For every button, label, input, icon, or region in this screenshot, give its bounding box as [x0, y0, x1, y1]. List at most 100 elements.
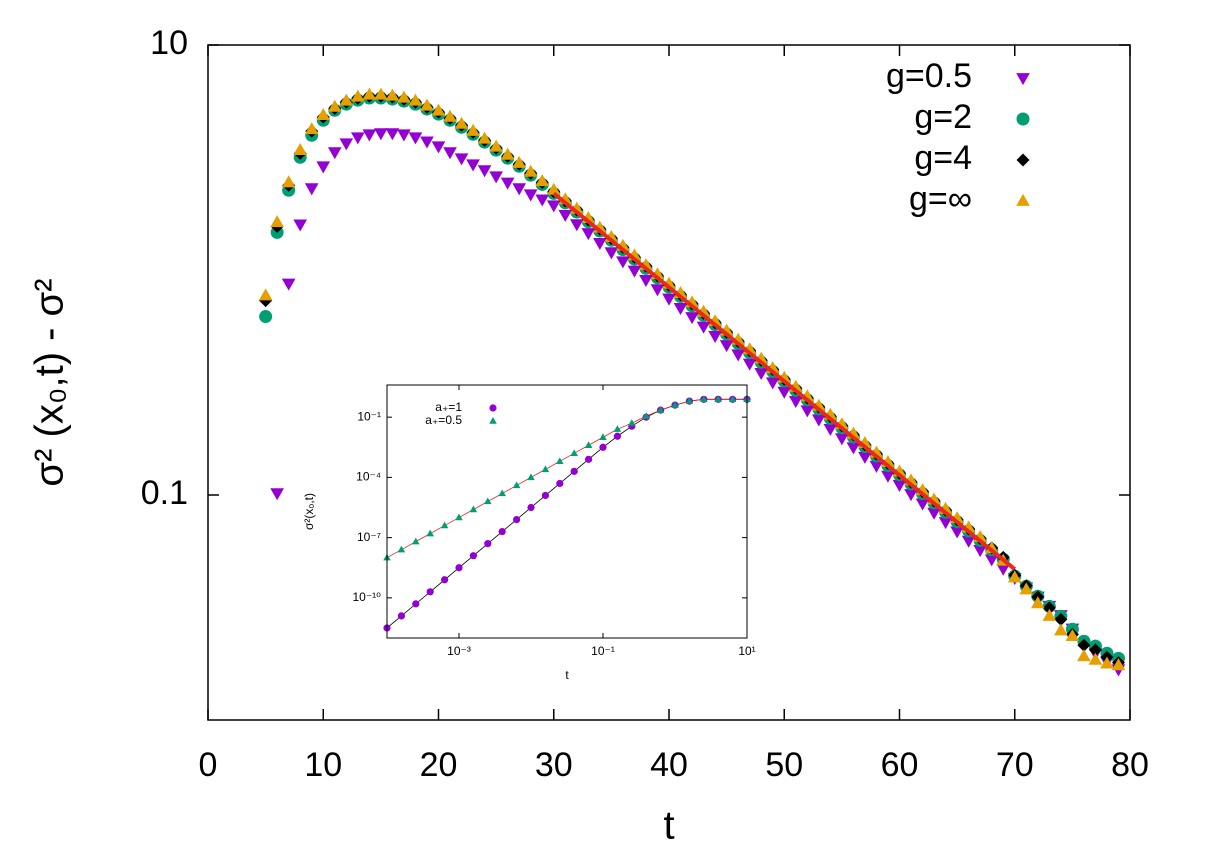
marker	[570, 467, 578, 475]
marker	[673, 302, 688, 315]
marker	[700, 395, 708, 402]
marker	[584, 441, 593, 448]
marker	[904, 489, 918, 502]
marker	[281, 278, 296, 291]
marker	[513, 515, 521, 524]
marker	[984, 554, 999, 567]
marker	[742, 358, 757, 371]
plot-frame	[207, 44, 1131, 721]
marker	[613, 425, 622, 432]
y-tick-label: 10⁻¹	[357, 409, 381, 423]
marker	[541, 491, 550, 500]
marker	[628, 419, 636, 426]
marker	[339, 138, 354, 151]
marker	[671, 401, 679, 408]
x-tick-label: 70	[996, 746, 1034, 784]
fit-line	[552, 191, 1017, 571]
marker	[1016, 193, 1030, 206]
marker	[523, 164, 538, 177]
marker	[484, 497, 492, 505]
marker	[546, 182, 561, 195]
marker	[823, 423, 838, 436]
marker	[523, 189, 538, 202]
marker	[304, 183, 319, 196]
y-tick-label: 10⁻⁴	[356, 470, 381, 484]
marker	[662, 293, 676, 306]
y-tick-label: 10⁻⁷	[357, 530, 381, 544]
marker	[500, 177, 515, 190]
marker	[1054, 623, 1068, 636]
marker	[385, 88, 400, 101]
marker	[351, 132, 365, 145]
marker	[440, 521, 449, 529]
marker	[327, 99, 342, 112]
x-tick-label: 20	[420, 746, 458, 784]
marker	[259, 310, 273, 324]
marker	[362, 87, 377, 100]
marker	[996, 563, 1011, 576]
marker	[339, 93, 354, 106]
marker	[696, 321, 711, 334]
marker	[397, 90, 411, 103]
marker	[1016, 112, 1030, 126]
marker	[374, 128, 388, 141]
marker	[719, 340, 734, 353]
marker	[512, 155, 526, 168]
marker	[656, 406, 665, 413]
marker	[927, 507, 941, 520]
marker	[397, 545, 406, 553]
marker	[431, 141, 446, 154]
x-tick-label: 10⁻³	[447, 644, 471, 658]
marker	[489, 404, 497, 412]
marker	[385, 128, 400, 141]
x-tick-label: 50	[765, 746, 803, 784]
marker	[412, 537, 420, 545]
marker	[541, 465, 550, 473]
marker	[304, 122, 319, 135]
marker	[374, 87, 388, 100]
legend-label: g=0.5	[886, 57, 972, 95]
marker	[765, 377, 780, 390]
y-tick-label: 10	[150, 24, 188, 62]
marker	[593, 237, 607, 251]
marker	[616, 256, 630, 269]
marker	[627, 265, 642, 278]
y-axis-label: σ² (x₀,t) - σ²	[28, 278, 72, 486]
marker	[512, 481, 521, 489]
marker	[1077, 638, 1091, 652]
marker	[466, 123, 480, 136]
marker	[639, 274, 653, 288]
marker	[469, 552, 478, 560]
marker	[293, 219, 308, 232]
marker	[973, 545, 987, 558]
marker	[535, 174, 550, 187]
marker	[950, 526, 964, 539]
x-tick-label: 0	[199, 746, 218, 784]
marker	[938, 517, 953, 530]
marker	[431, 103, 446, 116]
marker	[362, 129, 377, 142]
marker	[1016, 73, 1030, 86]
marker	[408, 93, 423, 106]
marker	[599, 433, 607, 440]
marker	[1016, 153, 1030, 167]
x-tick-label: 30	[535, 746, 573, 784]
marker	[489, 417, 497, 424]
marker	[556, 457, 564, 465]
marker	[500, 147, 515, 160]
marker	[443, 147, 457, 160]
marker	[858, 451, 872, 464]
marker	[1065, 628, 1080, 641]
marker	[961, 535, 976, 548]
marker	[454, 153, 469, 166]
marker	[484, 540, 492, 548]
marker	[443, 109, 457, 122]
legend-label: a₊=0.5	[425, 413, 462, 427]
x-axis-label: t	[663, 804, 674, 848]
marker	[535, 194, 550, 207]
plot-frame	[386, 384, 748, 639]
marker	[477, 165, 492, 178]
marker	[685, 312, 699, 325]
marker	[754, 367, 769, 381]
